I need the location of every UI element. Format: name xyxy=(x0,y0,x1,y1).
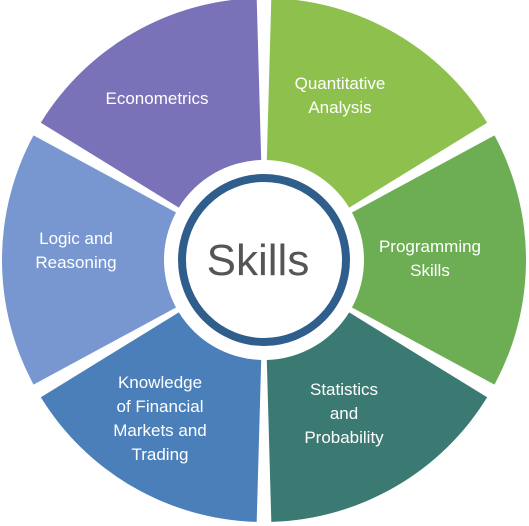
segment-logic-reasoning xyxy=(1,135,177,385)
segment-financial-markets-trading xyxy=(40,312,262,522)
segment-econometrics xyxy=(40,0,262,208)
center-label: Skills xyxy=(207,236,310,285)
segment-quantitative-analysis xyxy=(266,0,488,208)
segment-statistics-probability-label: and xyxy=(330,404,358,423)
segment-quantitative-analysis-label: Analysis xyxy=(308,98,371,117)
segment-financial-markets-trading-label: Knowledge xyxy=(118,373,202,392)
segment-statistics-probability-label: Probability xyxy=(304,428,384,447)
segment-statistics-probability xyxy=(266,312,488,522)
segment-quantitative-analysis-label: Quantitative xyxy=(295,74,386,93)
segment-logic-reasoning-label: Logic and xyxy=(39,229,113,248)
segment-financial-markets-trading-label: of Financial xyxy=(117,397,204,416)
segment-statistics-probability-label: Statistics xyxy=(310,380,378,399)
center-circle xyxy=(178,174,350,346)
segment-financial-markets-trading-label: Trading xyxy=(131,445,188,464)
segment-programming-skills-label: Programming xyxy=(379,237,481,256)
segment-programming-skills xyxy=(351,135,526,385)
segment-programming-skills-label: Skills xyxy=(410,261,450,280)
segment-econometrics-label: Econometrics xyxy=(106,89,209,108)
segment-financial-markets-trading-label: Markets and xyxy=(113,421,207,440)
segment-logic-reasoning-label: Reasoning xyxy=(35,253,116,272)
